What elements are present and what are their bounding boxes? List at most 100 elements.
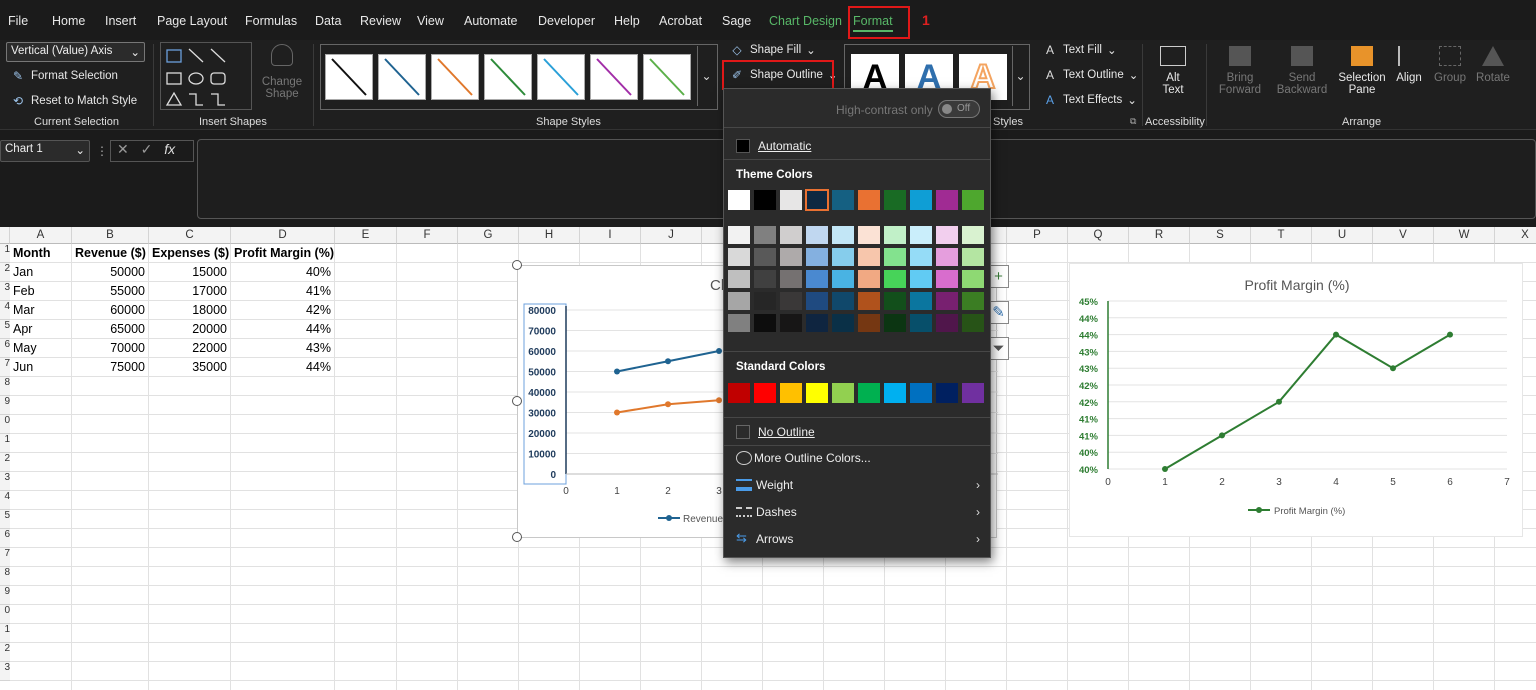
chart-element-selector[interactable]: Vertical (Value) Axis ⌄ xyxy=(6,42,145,62)
column-header[interactable]: V xyxy=(1373,227,1434,244)
more-outline-colors-option[interactable]: More Outline Colors... xyxy=(736,449,980,469)
column-header[interactable]: W xyxy=(1434,227,1495,244)
theme-shade-swatch[interactable] xyxy=(780,292,802,310)
theme-shade-swatch[interactable] xyxy=(962,226,984,244)
table-header-cell[interactable]: Profit Margin (%) xyxy=(234,246,334,260)
theme-shade-swatch[interactable] xyxy=(754,314,776,332)
name-box[interactable]: Chart 1 ⌄ xyxy=(0,140,90,162)
shape-style-swatch[interactable] xyxy=(325,54,373,100)
theme-shade-swatch[interactable] xyxy=(754,248,776,266)
row-header[interactable]: 3 xyxy=(0,472,10,491)
theme-shade-swatch[interactable] xyxy=(910,248,932,266)
shape-fill-button[interactable]: ◇ Shape Fill ⌄ xyxy=(729,43,815,57)
theme-shade-swatch[interactable] xyxy=(728,248,750,266)
table-cell[interactable]: 65000 xyxy=(110,322,145,336)
theme-shade-swatch[interactable] xyxy=(806,292,828,310)
tab-formulas[interactable]: Formulas xyxy=(245,14,298,28)
column-header[interactable]: A xyxy=(10,227,72,244)
table-cell[interactable]: 70000 xyxy=(110,341,145,355)
selection-pane-button[interactable]: Selection Pane xyxy=(1336,44,1388,96)
theme-shade-swatch[interactable] xyxy=(728,270,750,288)
theme-shade-swatch[interactable] xyxy=(962,292,984,310)
table-cell[interactable]: Mar xyxy=(13,303,35,317)
theme-shade-swatch[interactable] xyxy=(962,270,984,288)
table-header-cell[interactable]: Expenses ($) xyxy=(152,246,230,260)
tab-data[interactable]: Data xyxy=(315,14,342,28)
standard-color-swatch[interactable] xyxy=(832,383,854,403)
theme-shade-swatch[interactable] xyxy=(936,292,958,310)
standard-color-swatch[interactable] xyxy=(910,383,932,403)
theme-shade-swatch[interactable] xyxy=(884,226,906,244)
text-effects-button[interactable]: A Text Effects ⌄ xyxy=(1042,93,1137,107)
shape-styles-gallery[interactable] xyxy=(320,44,718,110)
theme-shade-swatch[interactable] xyxy=(832,314,854,332)
align-button[interactable]: Align xyxy=(1392,44,1426,84)
alt-text-button[interactable]: Alt Text xyxy=(1150,44,1196,96)
theme-shade-swatch[interactable] xyxy=(858,248,880,266)
theme-shade-swatch[interactable] xyxy=(884,292,906,310)
standard-color-swatch[interactable] xyxy=(936,383,958,403)
table-cell[interactable]: 22000 xyxy=(192,341,227,355)
row-header[interactable]: 6 xyxy=(0,529,10,548)
row-header[interactable]: 2 xyxy=(0,453,10,472)
column-header[interactable]: F xyxy=(397,227,458,244)
table-cell[interactable]: 42% xyxy=(305,303,331,317)
row-header[interactable]: 7 xyxy=(0,358,10,377)
column-header[interactable]: G xyxy=(458,227,519,244)
chart-2[interactable]: Profit Margin (%) 45% 44% 44% 43% 43% 42% 42% 41… xyxy=(1069,263,1523,537)
theme-shade-swatch[interactable] xyxy=(832,226,854,244)
tab-review[interactable]: Review xyxy=(360,14,401,28)
theme-color-swatch[interactable] xyxy=(780,190,802,210)
shape-style-swatch[interactable] xyxy=(537,54,585,100)
standard-color-swatch[interactable] xyxy=(806,383,828,403)
format-selection-button[interactable]: ✎ Format Selection xyxy=(10,69,118,83)
theme-color-swatch[interactable] xyxy=(754,190,776,210)
theme-color-swatch[interactable] xyxy=(962,190,984,210)
automatic-option[interactable]: Automatic xyxy=(736,137,980,157)
shape-style-swatch[interactable] xyxy=(378,54,426,100)
table-cell[interactable]: Apr xyxy=(13,322,33,336)
column-header[interactable]: X xyxy=(1495,227,1536,244)
theme-color-swatch[interactable] xyxy=(858,190,880,210)
theme-shade-swatch[interactable] xyxy=(884,248,906,266)
weight-option[interactable]: Weight › xyxy=(736,476,988,496)
tab-help[interactable]: Help xyxy=(614,14,640,28)
row-header[interactable]: 6 xyxy=(0,339,10,358)
standard-color-swatch[interactable] xyxy=(884,383,906,403)
theme-shade-swatch[interactable] xyxy=(910,314,932,332)
theme-shade-swatch[interactable] xyxy=(910,226,932,244)
theme-shade-swatch[interactable] xyxy=(936,248,958,266)
tab-insert[interactable]: Insert xyxy=(105,14,137,28)
table-cell[interactable]: 17000 xyxy=(192,284,227,298)
tab-format[interactable]: Format xyxy=(853,14,893,32)
table-cell[interactable]: Jun xyxy=(13,360,34,374)
tab-view[interactable]: View xyxy=(417,14,444,28)
column-header[interactable]: J xyxy=(641,227,702,244)
table-cell[interactable]: 40% xyxy=(305,265,331,279)
row-header[interactable]: 0 xyxy=(0,415,10,434)
standard-color-swatch[interactable] xyxy=(962,383,984,403)
theme-shade-swatch[interactable] xyxy=(858,270,880,288)
enter-icon[interactable]: ✓ xyxy=(140,141,153,157)
table-cell[interactable]: 18000 xyxy=(192,303,227,317)
tab-sage[interactable]: Sage xyxy=(722,14,752,28)
table-cell[interactable]: 44% xyxy=(305,322,331,336)
table-cell[interactable]: Jan xyxy=(13,265,34,279)
tab-page-layout[interactable]: Page Layout xyxy=(157,14,228,28)
column-header[interactable]: C xyxy=(149,227,231,244)
theme-shade-swatch[interactable] xyxy=(780,226,802,244)
theme-shade-swatch[interactable] xyxy=(754,226,776,244)
table-cell[interactable]: May xyxy=(13,341,37,355)
row-header[interactable]: 4 xyxy=(0,301,10,320)
wordart-more-button[interactable]: ⌄ xyxy=(1012,46,1028,106)
table-cell[interactable]: 43% xyxy=(305,341,331,355)
table-cell[interactable]: 55000 xyxy=(110,284,145,298)
standard-color-swatch[interactable] xyxy=(780,383,802,403)
row-header[interactable]: 0 xyxy=(0,605,10,624)
row-header[interactable]: 2 xyxy=(0,263,10,282)
shape-style-swatch[interactable] xyxy=(431,54,479,100)
text-outline-button[interactable]: A Text Outline ⌄ xyxy=(1042,68,1138,82)
theme-shade-swatch[interactable] xyxy=(728,314,750,332)
theme-color-swatch[interactable] xyxy=(884,190,906,210)
table-cell[interactable]: Feb xyxy=(13,284,35,298)
